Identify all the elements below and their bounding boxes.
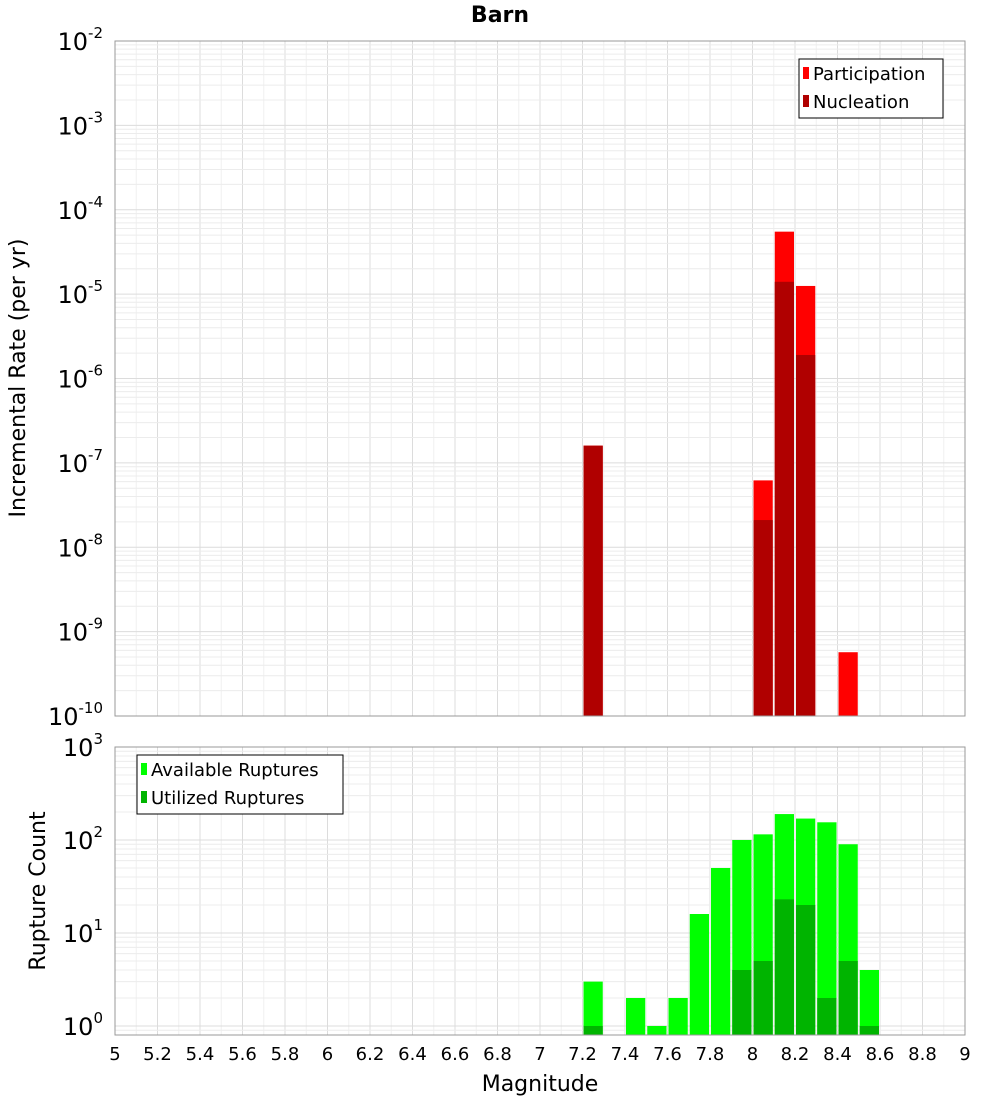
- count-y-tick-label: 103: [63, 730, 103, 762]
- x-tick-label: 9: [959, 1044, 970, 1065]
- chart-title: Barn: [471, 3, 529, 28]
- x-tick-label: 5.6: [228, 1044, 257, 1065]
- rate-legend-label: Participation: [813, 64, 925, 85]
- rate-y-tick-label: 10-10: [48, 699, 103, 731]
- count-legend-swatch: [141, 763, 147, 775]
- count-plot-border: [114, 746, 966, 1036]
- count-bar-primary: [859, 969, 879, 1035]
- count-bar-primary: [817, 822, 837, 1035]
- count-legend-label: Utilized Ruptures: [151, 788, 304, 809]
- x-tick-label: 7.6: [653, 1044, 682, 1065]
- rate-plot-border: [114, 40, 966, 717]
- rate-y-tick-label: 10-8: [57, 530, 103, 562]
- x-tick-label: 6.8: [483, 1044, 512, 1065]
- x-tick-label: 8.8: [908, 1044, 937, 1065]
- count-bar-primary: [689, 914, 709, 1035]
- count-bar-secondary: [774, 899, 794, 1035]
- count-bar-primary: [711, 867, 731, 1035]
- count-bar-secondary: [753, 960, 773, 1035]
- x-tick-label: 7.2: [568, 1044, 597, 1065]
- x-tick-label: 6.4: [398, 1044, 427, 1065]
- rate-y-tick-label: 10-3: [57, 108, 103, 140]
- x-tick-label: 8: [747, 1044, 758, 1065]
- count-bar-primary: [647, 1025, 667, 1035]
- top-y-axis-label: Incremental Rate (per yr): [6, 239, 31, 518]
- x-tick-label: 7.4: [611, 1044, 640, 1065]
- rate-y-tick-label: 10-2: [57, 24, 103, 56]
- x-tick-label: 5.8: [271, 1044, 300, 1065]
- x-tick-label: 8.6: [866, 1044, 895, 1065]
- count-bar-primary: [626, 997, 646, 1035]
- x-tick-label: 6.6: [441, 1044, 470, 1065]
- count-bar-secondary: [732, 969, 752, 1035]
- x-tick-label: 6: [322, 1044, 333, 1065]
- rate-legend-label: Nucleation: [813, 92, 909, 113]
- x-tick-label: 7.8: [696, 1044, 725, 1065]
- count-bar-primary: [583, 981, 603, 1035]
- rate-bar-secondary: [753, 520, 773, 716]
- rate-y-tick-label: 10-5: [57, 277, 103, 309]
- count-legend-label: Available Ruptures: [151, 760, 319, 781]
- count-bar-secondary: [859, 1025, 879, 1035]
- count-y-tick-label: 100: [63, 1009, 103, 1041]
- x-tick-label: 5.2: [143, 1044, 172, 1065]
- rate-bar-primary: [838, 652, 858, 716]
- x-tick-label: 6.2: [356, 1044, 385, 1065]
- rate-bar-secondary: [774, 281, 794, 716]
- count-bar-secondary: [583, 1025, 603, 1035]
- rate-bar-secondary: [796, 354, 816, 716]
- plot-layer: 10-10 10-9 10-8 10-7 10-6 10-5 10-4 10-3 10-2 Par…: [48, 24, 971, 1065]
- count-bar-secondary: [796, 904, 816, 1035]
- x-tick-label: 5: [109, 1044, 120, 1065]
- x-tick-label: 7: [534, 1044, 545, 1065]
- rate-y-tick-label: 10-6: [57, 362, 103, 394]
- rate-y-tick-label: 10-4: [57, 193, 103, 225]
- count-y-tick-label: 102: [63, 823, 103, 855]
- rate-y-tick-label: 10-7: [57, 446, 103, 478]
- count-bar-secondary: [817, 997, 837, 1035]
- bottom-y-axis-label: Rupture Count: [26, 811, 51, 971]
- rate-y-tick-label: 10-9: [57, 615, 103, 647]
- x-tick-label: 8.2: [781, 1044, 810, 1065]
- x-tick-label: 5.4: [186, 1044, 215, 1065]
- count-y-tick-label: 101: [63, 916, 103, 948]
- rate-bar-secondary: [583, 445, 603, 716]
- x-axis-label: Magnitude: [482, 1072, 599, 1097]
- count-legend-swatch: [141, 791, 147, 803]
- rate-legend-swatch: [803, 95, 809, 107]
- x-tick-label: 8.4: [823, 1044, 852, 1065]
- count-bar-secondary: [838, 960, 858, 1035]
- count-legend-box: [136, 754, 344, 815]
- rate-legend-box: [798, 58, 944, 119]
- rate-legend-swatch: [803, 67, 809, 79]
- count-bar-primary: [668, 997, 688, 1035]
